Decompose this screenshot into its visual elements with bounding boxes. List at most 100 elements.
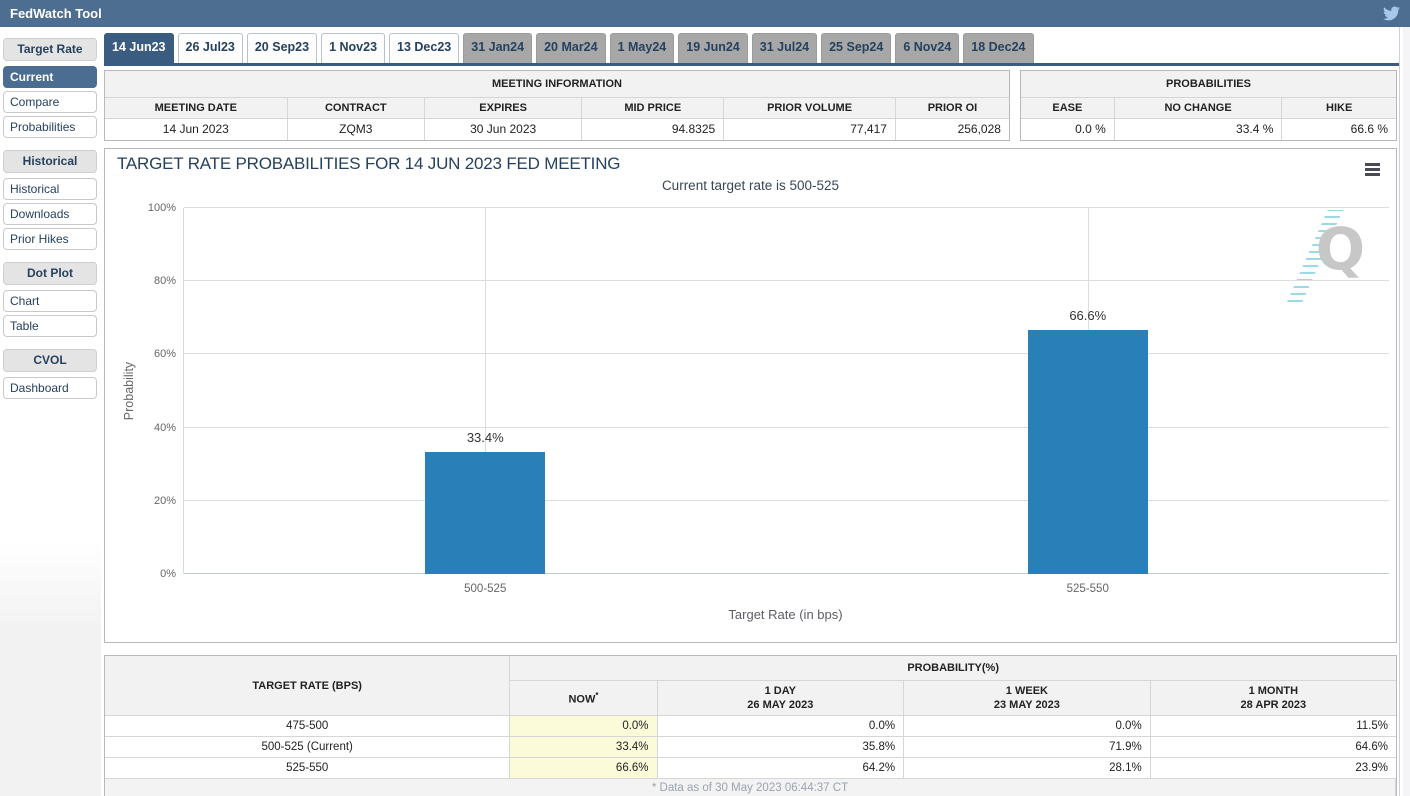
- probabilities-summary-panel: PROBABILITIES EASE NO CHANGE HIKE 0.0 % …: [1020, 70, 1397, 141]
- column-header-1-week: 1 WEEK 23 MAY 2023: [904, 681, 1151, 716]
- y-gridline-100%: [184, 207, 1389, 208]
- rate-cell: 525-550: [105, 758, 511, 779]
- y-axis-title: Probability: [122, 361, 136, 421]
- meeting-tab-26-jul23[interactable]: 26 Jul23: [177, 33, 243, 63]
- bar-value-label-500-525: 33.4%: [466, 429, 504, 445]
- meeting-tab-14-jun23[interactable]: 14 Jun23: [104, 33, 174, 63]
- meeting-tab-13-dec23[interactable]: 13 Dec23: [389, 33, 460, 63]
- sidebar-item-dashboard[interactable]: Dashboard: [3, 377, 97, 399]
- sidebar-group-historical: Historical Historical Downloads Prior Hikes: [3, 150, 97, 250]
- column-header-meeting-date: MEETING DATE: [105, 98, 288, 119]
- meeting-tab-25-sep24[interactable]: 25 Sep24: [821, 33, 892, 63]
- contract-value: ZQM3: [288, 119, 425, 140]
- day1-cell: 35.8%: [657, 737, 905, 758]
- sidebar-item-table[interactable]: Table: [3, 315, 97, 337]
- meeting-tab-20-sep23[interactable]: 20 Sep23: [246, 33, 318, 63]
- plot-area: Q 0% 20% 40% 60% 80% 100% 33.4% 500-525 66.6% 525…: [148, 202, 1389, 595]
- y-gridline-60%: [184, 353, 1389, 355]
- chart-title: TARGET RATE PROBABILITIES FOR 14 JUN 202…: [117, 154, 621, 173]
- sidebar-item-downloads[interactable]: Downloads: [3, 203, 97, 225]
- meeting-tab-19-jun24[interactable]: 19 Jun24: [678, 33, 748, 63]
- probability-group-header: PROBABILITY(%): [510, 656, 1396, 681]
- rate-column-header: TARGET RATE (BPS): [105, 656, 511, 716]
- probability-bar-500-525[interactable]: [425, 451, 546, 574]
- meeting-tab-31-jan24[interactable]: 31 Jan24: [463, 33, 533, 63]
- rate-cell: 500-525 (Current): [105, 737, 511, 758]
- y-gridline-40%: [184, 426, 1389, 428]
- data-as-of-footnote: * Data as of 30 May 2023 06:44:37 CT: [105, 779, 1396, 796]
- no-change-value: 33.4 %: [1115, 119, 1283, 140]
- sidebar-item-chart[interactable]: Chart: [3, 290, 97, 312]
- watermark-q-letter: Q: [1315, 215, 1365, 283]
- sidebar-group-dot-plot: Dot Plot Chart Table: [3, 262, 97, 337]
- quikstrike-watermark: Q: [1287, 210, 1365, 302]
- column-header-ease: EASE: [1021, 98, 1115, 119]
- meeting-tab-31-jul24[interactable]: 31 Jul24: [751, 33, 818, 63]
- expires-value: 30 Jun 2023: [425, 119, 583, 140]
- x-tick-label-500-525: 500-525: [464, 583, 507, 595]
- y-tick-label-0%: 0%: [160, 568, 176, 580]
- x-tick-label-525-550: 525-550: [1066, 583, 1109, 595]
- sidebar-header-dot-plot: Dot Plot: [3, 262, 97, 285]
- meeting-tab-1-may24[interactable]: 1 May24: [609, 33, 675, 63]
- column-header-prior-volume: PRIOR VOLUME: [724, 98, 896, 119]
- meeting-tab-strip: 14 Jun23 26 Jul23 20 Sep23 1 Nov23 13 Dec23 3…: [104, 33, 1400, 66]
- sidebar-item-current[interactable]: Current: [3, 66, 97, 88]
- chart-menu-hamburger-icon[interactable]: [1365, 161, 1380, 178]
- day1-cell: 64.2%: [657, 758, 905, 779]
- column-header-contract: CONTRACT: [287, 98, 425, 119]
- ease-value: 0.0 %: [1021, 119, 1115, 140]
- column-header-prior-oi: PRIOR OI: [895, 98, 1009, 119]
- y-tick-label-60%: 60%: [153, 348, 176, 361]
- app-header: FedWatch Tool: [0, 0, 1410, 27]
- meeting-tab-20-mar24[interactable]: 20 Mar24: [536, 33, 606, 63]
- meeting-tab-1-nov23[interactable]: 1 Nov23: [321, 33, 386, 63]
- week1-cell: 28.1%: [904, 758, 1151, 779]
- column-header-mid-price: MID PRICE: [582, 98, 725, 119]
- mid-price-value: 94.8325: [582, 119, 725, 140]
- sidebar-item-historical[interactable]: Historical: [3, 178, 97, 200]
- sidebar-group-cvol: CVOL Dashboard: [3, 349, 97, 399]
- info-row: MEETING INFORMATION MEETING DATE CONTRAC…: [104, 70, 1397, 141]
- sidebar-item-probabilities[interactable]: Probabilities: [3, 116, 97, 138]
- y-gridline-20%: [184, 499, 1389, 501]
- y-tick-label-20%: 20%: [153, 494, 176, 507]
- meeting-tab-18-dec24[interactable]: 18 Dec24: [963, 33, 1034, 63]
- month1-cell: 11.5%: [1150, 716, 1396, 737]
- left-rail-background: [0, 540, 101, 796]
- twitter-icon[interactable]: [1383, 5, 1400, 22]
- sidebar-header-cvol: CVOL: [3, 349, 97, 372]
- y-tick-label-80%: 80%: [153, 275, 176, 288]
- y-gridline-80%: [184, 280, 1389, 282]
- probabilities-summary-header-row: EASE NO CHANGE HIKE: [1021, 98, 1396, 119]
- y-tick-label-40%: 40%: [153, 421, 176, 434]
- column-header-no-change: NO CHANGE: [1114, 98, 1283, 119]
- column-header-expires: EXPIRES: [425, 98, 583, 119]
- day1-cell: 0.0%: [657, 716, 905, 737]
- now-cell: 33.4%: [510, 737, 658, 758]
- probability-bar-525-550[interactable]: [1027, 330, 1148, 574]
- column-header-hike: HIKE: [1282, 98, 1396, 119]
- target-rate-chart-panel: TARGET RATE PROBABILITIES FOR 14 JUN 202…: [104, 148, 1397, 643]
- meeting-information-title: MEETING INFORMATION: [105, 71, 1009, 98]
- sidebar-item-compare[interactable]: Compare: [3, 91, 97, 113]
- sidebar-header-target-rate: Target Rate: [3, 38, 97, 61]
- week1-cell: 71.9%: [904, 737, 1151, 758]
- y-gridline-0%: [184, 573, 1389, 574]
- column-header-1-month: 1 MONTH 28 APR 2023: [1150, 681, 1396, 716]
- probability-history-table: TARGET RATE (BPS) PROBABILITY(%) NOW* 1 …: [104, 655, 1397, 796]
- now-cell: 0.0%: [510, 716, 658, 737]
- prior-volume-value: 77,417: [724, 119, 896, 140]
- meeting-information-value-row: 14 Jun 2023 ZQM3 30 Jun 2023 94.8325 77,…: [105, 119, 1009, 140]
- sidebar-item-prior-hikes[interactable]: Prior Hikes: [3, 228, 97, 250]
- scrollbar-track[interactable]: [1399, 27, 1410, 796]
- probabilities-summary-title: PROBABILITIES: [1021, 71, 1396, 98]
- now-cell: 66.6%: [510, 758, 658, 779]
- column-header-now: NOW*: [510, 681, 658, 716]
- meeting-date-value: 14 Jun 2023: [105, 119, 288, 140]
- sidebar-header-historical: Historical: [3, 150, 97, 173]
- month1-cell: 23.9%: [1150, 758, 1396, 779]
- meeting-information-panel: MEETING INFORMATION MEETING DATE CONTRAC…: [104, 70, 1010, 141]
- meeting-tab-6-nov24[interactable]: 6 Nov24: [895, 33, 960, 63]
